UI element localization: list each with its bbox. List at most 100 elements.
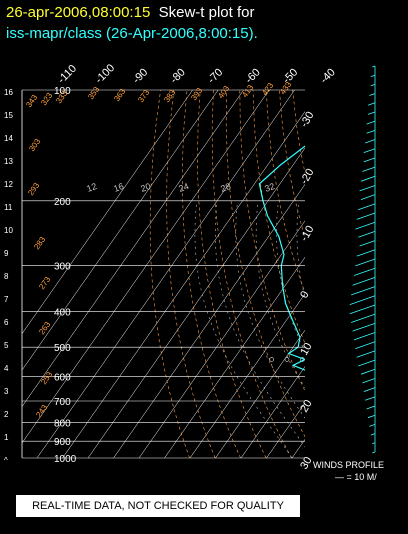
wind-barb [359,240,376,247]
height-tick-label: 16 [4,88,13,97]
right-temp-tick-label: 20 [298,398,315,415]
wind-barb [356,249,376,257]
right-temp-tick-label: 10 [298,341,315,358]
adiabat-label: 243 [34,403,49,420]
wind-barb [355,341,376,349]
height-tick-label: 3 [4,387,9,396]
top-temp-tick-label: -90 [131,66,151,86]
top-temp-tick-label: -60 [243,66,263,86]
adiabat-label: 303 [27,137,42,154]
mixing-ratio-label: 12 [85,181,98,194]
isotherm-line [36,90,295,458]
wind-barb [367,111,376,115]
wind-barb [372,451,376,454]
dry-adiabat-line [398,90,408,458]
wind-barb [370,84,376,87]
height-tick-label: 7 [4,295,9,304]
mixing-ratio-marker [316,358,320,362]
wind-barb [352,322,376,332]
moist-adiabat-line [235,200,305,419]
isotherm-line [369,90,408,458]
isotherm-line [189,293,305,458]
wind-barb [360,368,376,375]
wind-barb [366,129,376,134]
wind-barb [363,148,376,154]
mixing-ratio-label: 32 [263,181,276,194]
isotherm-line [22,90,270,444]
height-tick-label: 15 [4,111,13,120]
top-temp-tick-label: -100 [93,62,117,86]
height-tick-label: 14 [4,134,13,143]
wind-barb [360,175,376,182]
dry-adiabat-line [319,90,408,458]
wind-barb [356,350,376,358]
height-tick-label: 10 [4,226,13,235]
plot-title: Skew-t plot for [158,4,255,21]
wind-barb [367,414,376,419]
adiabat-label: 363 [112,87,127,104]
adiabat-label: 253 [39,370,54,387]
adiabat-label: 263 [37,320,52,337]
wind-barb [359,185,376,192]
isotherm-line [22,90,219,371]
isotherm-line [343,90,408,458]
height-tick-label: 4 [4,364,9,373]
dry-adiabat-line [372,90,408,458]
wind-barb [363,387,376,392]
dry-adiabat-line [332,90,408,458]
temperature-profile-line [316,90,408,441]
pressure-tick-label: 500 [54,343,71,354]
wind-barb [369,93,376,96]
isotherm-line [318,90,408,458]
plot-title-line: 26-apr-2006,08:00:15 Skew-t plot for [6,4,255,21]
isotherm-line [22,90,193,335]
height-tick-label: 6 [4,318,9,327]
wind-barb [358,231,376,238]
pressure-tick-label: 900 [54,437,71,448]
mixing-ratio-marker [269,357,275,362]
mixing-ratio-marker [331,358,335,362]
dry-adiabat-line [182,90,241,458]
pressure-tick-label: 400 [54,308,71,319]
adiabat-label: 293 [26,181,41,198]
plot-subtitle: iss-mapr/class (26-Apr-2006,8:00:15). [6,25,258,42]
wind-barb [352,277,376,286]
pressure-tick-label: 1000 [54,454,77,465]
isotherm-line [87,147,305,458]
wind-barb [355,258,376,267]
adiabat-label: 343 [24,93,39,110]
height-tick-label: 11 [4,203,13,212]
pressure-tick-label: 100 [54,86,71,97]
adiabat-label: 323 [39,91,54,108]
wind-barb [360,194,376,200]
wind-barb [366,405,376,410]
plot-area [22,90,408,458]
winds-profile-label: WINDS PROFILE [313,460,385,470]
wind-barb [363,157,376,163]
wind-barb [369,424,376,427]
dry-adiabat-line [166,90,216,458]
sounding-datetime: 26-apr-2006,08:00:15 [6,4,151,21]
height-tick-label: 1 [4,433,9,442]
isotherm-line [113,183,305,458]
wind-barb [351,313,376,323]
mixing-ratio-marker [377,358,381,362]
moist-adiabat-line [276,200,305,353]
wind-barb [362,166,376,172]
height-tick-label: 12 [4,180,13,189]
top-temp-tick-label: -80 [168,66,188,86]
moist-adiabat-line [296,200,305,299]
height-tick-label: 8 [4,272,9,281]
adiabat-label: 283 [32,235,47,252]
wind-barb [367,102,376,106]
wind-barb [356,212,376,220]
wind-barb [349,304,376,315]
top-temp-tick-label: -70 [206,66,226,86]
winds-scale-label: — = 10 M/ [335,472,377,482]
wind-barb [353,267,376,276]
isotherm-line [394,90,408,458]
moist-adiabat-line [194,200,293,458]
height-tick-label: 2 [4,410,9,419]
mixing-ratio-marker [346,358,350,362]
